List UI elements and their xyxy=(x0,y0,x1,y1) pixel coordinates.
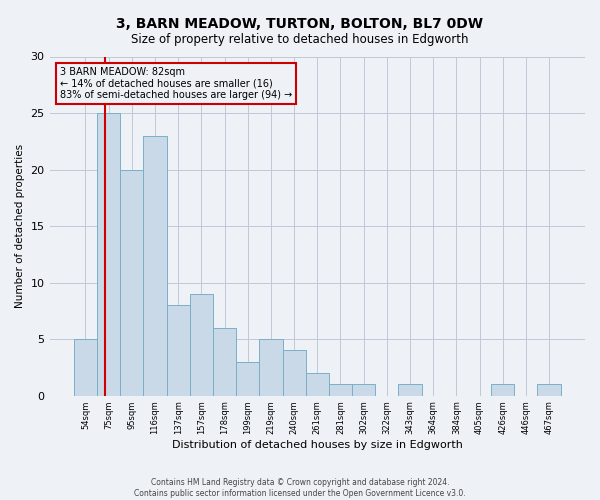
Bar xyxy=(352,384,375,396)
Bar xyxy=(305,373,329,396)
Bar xyxy=(329,384,352,396)
Bar xyxy=(143,136,167,396)
Bar xyxy=(167,306,190,396)
Text: 3 BARN MEADOW: 82sqm
← 14% of detached houses are smaller (16)
83% of semi-detac: 3 BARN MEADOW: 82sqm ← 14% of detached h… xyxy=(60,66,293,100)
X-axis label: Distribution of detached houses by size in Edgworth: Distribution of detached houses by size … xyxy=(172,440,463,450)
Bar xyxy=(97,113,120,396)
Y-axis label: Number of detached properties: Number of detached properties xyxy=(15,144,25,308)
Bar xyxy=(74,339,97,396)
Bar xyxy=(283,350,305,396)
Bar xyxy=(213,328,236,396)
Text: Size of property relative to detached houses in Edgworth: Size of property relative to detached ho… xyxy=(131,32,469,46)
Bar xyxy=(538,384,560,396)
Bar xyxy=(120,170,143,396)
Bar xyxy=(259,339,283,396)
Text: 3, BARN MEADOW, TURTON, BOLTON, BL7 0DW: 3, BARN MEADOW, TURTON, BOLTON, BL7 0DW xyxy=(116,18,484,32)
Bar xyxy=(190,294,213,396)
Text: Contains HM Land Registry data © Crown copyright and database right 2024.
Contai: Contains HM Land Registry data © Crown c… xyxy=(134,478,466,498)
Bar xyxy=(491,384,514,396)
Bar xyxy=(398,384,422,396)
Bar xyxy=(236,362,259,396)
